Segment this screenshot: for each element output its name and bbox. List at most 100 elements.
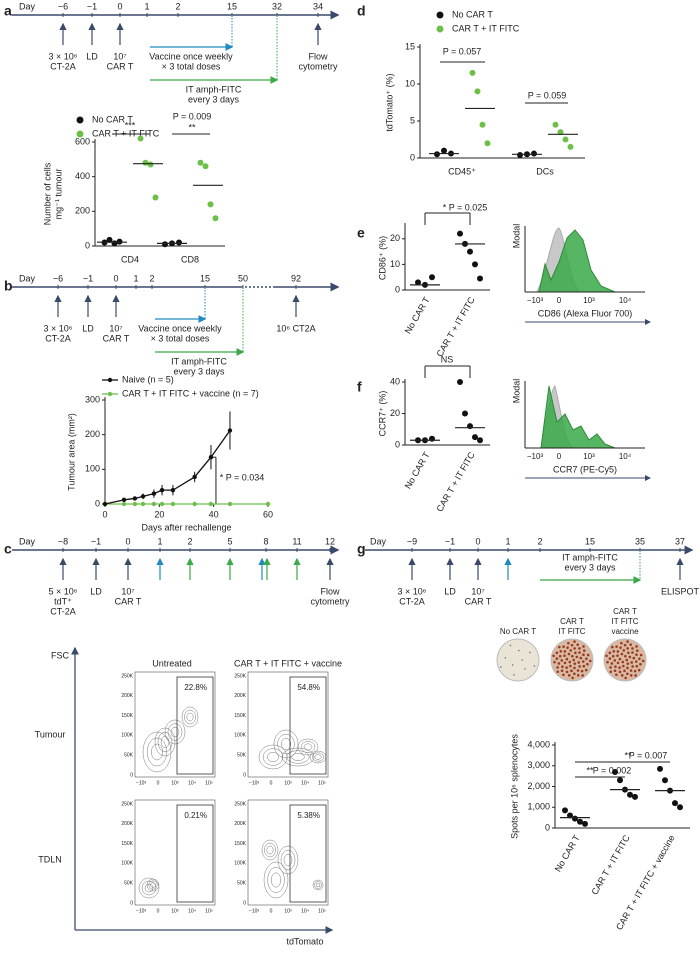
x-tick-label: 10³ (171, 908, 179, 914)
x-tick-label: CAR T + IT FITC (434, 450, 477, 514)
contour (266, 845, 274, 855)
day-tick-label: 1 (157, 536, 162, 546)
data-point (207, 201, 214, 208)
day-tick-label: 32 (272, 1, 282, 11)
gate (176, 676, 214, 775)
legend-marker (107, 377, 113, 383)
y-tick-label: 600 (75, 136, 90, 146)
day-tick-label: −6 (58, 1, 68, 11)
spot (573, 666, 576, 670)
x-tick-label: No CAR T (553, 833, 582, 874)
spot (610, 662, 614, 665)
y-tick-label: 1,000 (527, 802, 550, 812)
data-point (441, 147, 447, 154)
x-tick-label: 20 (154, 509, 164, 519)
spot (569, 649, 573, 652)
data-point (662, 777, 668, 784)
spot (560, 659, 564, 662)
spot (626, 672, 629, 676)
day-label: Day (370, 536, 387, 546)
spot (563, 661, 567, 665)
data-point (162, 241, 168, 248)
data-point (582, 820, 588, 827)
x-tick-label: 40 (209, 509, 219, 519)
data-point (170, 501, 176, 507)
day-tick-label: −1 (445, 536, 455, 546)
y-tick-label: 100K (234, 733, 246, 739)
contour (273, 729, 299, 759)
gate-percentage: 54.8% (297, 683, 320, 692)
contour (142, 731, 172, 773)
annotation: * P = 0.025 (443, 202, 488, 212)
gate-percentage: 0.21% (184, 811, 207, 820)
data-point (192, 474, 197, 480)
spot (620, 641, 623, 645)
data-point (467, 248, 473, 255)
x-tick-label: 10⁴ (619, 296, 632, 305)
x-tick-label: 0 (157, 780, 160, 786)
spot (609, 670, 613, 674)
contour (280, 849, 296, 871)
data-point (227, 428, 233, 433)
flow-plot-frame (134, 799, 216, 906)
y-tick-label: 100K (121, 861, 133, 867)
spot (562, 673, 565, 677)
data-point (484, 140, 491, 147)
day-tick-label: 15 (585, 536, 595, 546)
spot (552, 654, 555, 658)
contour (146, 878, 160, 892)
data-point (557, 129, 564, 136)
annotation: * P = 0.034 (220, 472, 265, 482)
y-tick-label: 0 (85, 240, 90, 250)
elispot-well (496, 638, 540, 682)
contour (297, 738, 319, 756)
data-point (121, 501, 127, 507)
y-tick-label: 400 (75, 171, 90, 181)
x-tick-label: CAR T + IT FITC (589, 833, 632, 897)
well-label: CAR T (560, 617, 584, 626)
x-tick-label: 60 (263, 509, 273, 519)
data-point (197, 159, 204, 166)
spot (629, 669, 633, 672)
vaccine-label: × 3 total doses (162, 61, 221, 71)
timeline: Day −8 −1 0 1 2 5 8 11 12 (12, 536, 340, 580)
data-point (265, 501, 271, 507)
spot (569, 664, 572, 668)
spot (633, 669, 637, 673)
spot (609, 666, 612, 669)
data-point (567, 143, 574, 150)
spot (567, 674, 571, 677)
spot (556, 670, 560, 674)
x-axis-label: CCR7 (PE-Cy5) (553, 464, 617, 474)
panel-label: g (357, 541, 366, 557)
x-tick-label: 0 (557, 452, 562, 461)
spot (557, 662, 561, 665)
x-tick-label: No CAR T (403, 295, 432, 336)
spot (608, 651, 612, 655)
day-label: Day (19, 273, 36, 283)
data-point (434, 151, 440, 158)
spot (584, 668, 588, 672)
data-point (627, 791, 633, 798)
legend-label: No CAR T (452, 9, 493, 19)
y-axis-label: mg⁻¹ tumour (53, 169, 63, 220)
data-point (140, 494, 146, 499)
legend-marker (436, 25, 444, 33)
data-point (102, 501, 108, 507)
data-point (562, 136, 569, 143)
data-point (572, 815, 578, 822)
x-tick-label: 10⁴ (301, 780, 309, 786)
panel-label: b (4, 278, 13, 294)
data-point (151, 491, 157, 496)
spot (623, 643, 627, 647)
spot (635, 645, 638, 648)
spot (557, 645, 561, 649)
data-point (429, 274, 435, 281)
data-point (457, 230, 463, 237)
event-label: LD (444, 586, 456, 596)
day-tick-label: 5 (227, 536, 232, 546)
event-label: CT-2A (45, 333, 71, 343)
